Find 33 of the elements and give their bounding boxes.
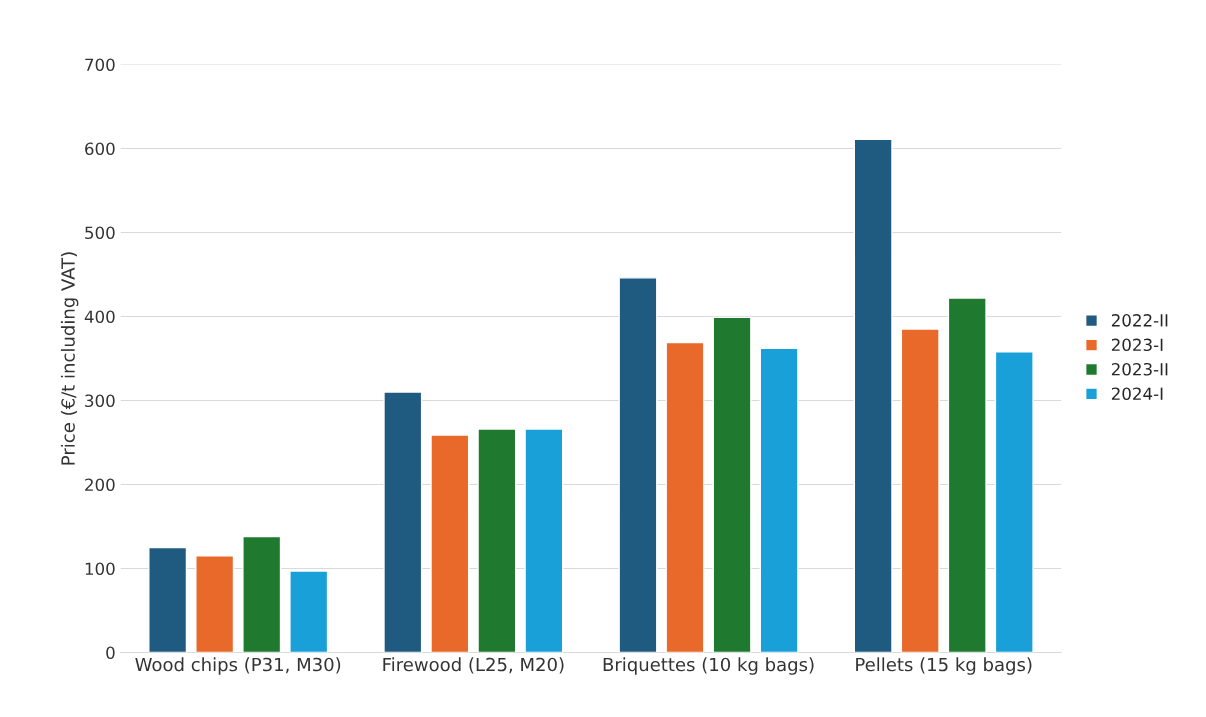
bar [618,277,658,653]
bar [853,138,893,653]
bar [242,535,282,653]
legend-label: 2024-I [1111,387,1163,401]
y-tick-label: 0 [106,646,115,660]
bar [195,555,235,653]
bar [900,328,940,653]
x-tick-label: Briquettes (10 kg bags) [603,657,814,675]
legend-label: 2023-I [1111,338,1163,352]
bar [524,428,564,653]
bar [759,347,799,653]
bar [994,351,1034,653]
y-tick-label: 100 [85,562,115,576]
y-tick-label: 200 [85,478,115,492]
x-tick-label: Wood chips (P31, M30) [135,657,341,675]
bar [712,316,752,653]
bar [383,391,423,653]
bar [477,428,517,653]
y-tick-label: 700 [85,58,115,72]
bar [148,546,188,653]
y-tick-label: 300 [85,394,115,408]
legend-label: 2023-II [1111,362,1168,376]
bar [947,297,987,653]
bar [665,341,705,653]
legend-label: 2022-II [1111,314,1168,327]
bar [430,434,470,653]
x-tick-label: Firewood (L25, M20) [383,657,564,674]
y-tick-label: 400 [84,310,115,324]
y-tick-label: 500 [85,226,115,240]
x-tick-label: Pellets (15 kg bags) [856,657,1032,675]
y-axis-title: Price (€/t including VAT) [60,252,79,465]
bar [289,570,329,653]
y-tick-label: 600 [85,142,115,156]
